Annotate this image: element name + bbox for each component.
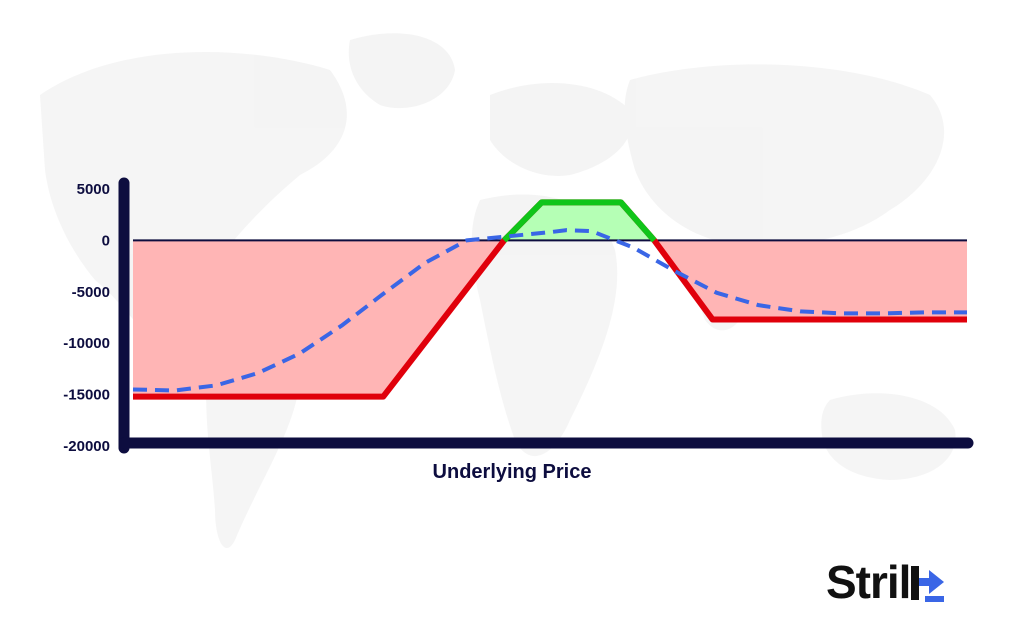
world-map-background xyxy=(40,33,956,549)
profit-segment-line xyxy=(501,199,657,243)
expected-value-dashed-series xyxy=(132,228,967,393)
y-tick-label: -20000 xyxy=(63,438,110,455)
y-axis-tick-labels: 5000 0 -5000 -10000 -15000 -20000 xyxy=(63,181,110,455)
map-greenland xyxy=(348,33,455,109)
logo-arrow-icon xyxy=(911,566,945,602)
map-europe xyxy=(490,83,632,176)
brand-logo: Stril xyxy=(826,554,945,610)
y-tick-label: 0 xyxy=(102,232,110,249)
logo-text: Stril xyxy=(826,556,911,608)
map-asia xyxy=(624,64,945,247)
map-north-america xyxy=(40,52,347,350)
map-africa xyxy=(471,194,618,457)
y-tick-label: -5000 xyxy=(72,284,110,301)
y-tick-label: 5000 xyxy=(77,181,110,198)
y-tick-label: -10000 xyxy=(63,335,110,352)
plot-area: 5000 0 -5000 -10000 -15000 -20000 Underlying … xyxy=(63,177,974,483)
profit-region-fill xyxy=(504,202,655,241)
loss-region-fill xyxy=(133,240,967,397)
map-australia xyxy=(821,393,956,480)
y-tick-label: -15000 xyxy=(63,387,110,404)
x-axis-title: Underlying Price xyxy=(433,461,592,483)
